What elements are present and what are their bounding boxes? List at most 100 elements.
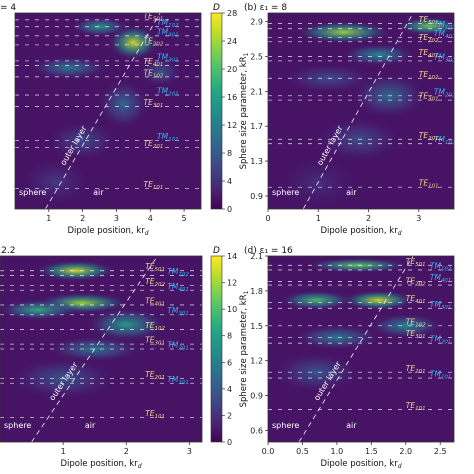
y-tick-label: 0.9 bbox=[250, 392, 263, 401]
heatmap-background bbox=[268, 256, 454, 442]
mode-label-tm101: TM101 bbox=[167, 375, 189, 386]
x-axis-label: Dipole position, krd bbox=[320, 459, 401, 470]
mode-label-te501: TE501 bbox=[406, 257, 426, 268]
heatmap-hotspot bbox=[138, 57, 183, 88]
colorbar-tick-label: 10 bbox=[227, 305, 237, 314]
mode-label-tm201: TM201 bbox=[434, 87, 456, 98]
x-tick-label: 2 bbox=[80, 214, 85, 223]
colorbar-tick-label: 8 bbox=[227, 149, 232, 158]
mode-label-te401: TE401 bbox=[144, 57, 164, 68]
mode-label-tm401: TM401 bbox=[434, 29, 456, 40]
colorbar-tick-label: 28 bbox=[227, 9, 237, 18]
x-tick-label: 1.0 bbox=[331, 447, 344, 456]
mode-label-te201: TE201 bbox=[145, 370, 165, 381]
heatmap-hotspot bbox=[45, 120, 120, 161]
y-tick-label: 1.7 bbox=[250, 122, 263, 131]
x-tick-label: 2 bbox=[366, 214, 371, 223]
mode-label-te301: TE301 bbox=[145, 336, 165, 347]
x-tick-label: 0.0 bbox=[262, 447, 275, 456]
colorbar-gradient bbox=[210, 12, 223, 210]
colorbar-tick-label: 6 bbox=[227, 358, 232, 367]
sphere-label: sphere bbox=[19, 188, 46, 197]
mode-label-te101: TE101 bbox=[406, 401, 426, 412]
mode-label-te201: TE201 bbox=[406, 364, 426, 375]
colorbar-gradient bbox=[210, 255, 223, 443]
x-tick-label: 0.5 bbox=[296, 447, 309, 456]
panel-title: (d) ε₁ = 16 bbox=[244, 246, 293, 256]
colorbar-tick-label: 12 bbox=[227, 121, 237, 130]
panel-title: = 12.2 bbox=[0, 246, 15, 256]
outer-layer-line bbox=[298, 256, 414, 442]
y-tick-label: 2.1 bbox=[250, 252, 263, 261]
colorbar-tick-label: 0 bbox=[227, 205, 232, 214]
colorbar-tick-label: 16 bbox=[227, 93, 237, 102]
y-tick-label: 1.3 bbox=[250, 157, 263, 166]
plot-area: TE101TE201TM101TE301TM201TE102TE401TM301… bbox=[15, 11, 201, 209]
colorbar-tick-label: 14 bbox=[227, 252, 237, 261]
heatmap-hotspot bbox=[278, 289, 355, 311]
mode-label-te102: TE102 bbox=[406, 317, 426, 328]
mode-label-tm201: TM201 bbox=[430, 335, 452, 346]
y-axis-label: Sphere size parameter, kR1 bbox=[239, 52, 250, 169]
mode-label-te102: TE102 bbox=[419, 70, 439, 81]
colorbar-tick-label: 8 bbox=[227, 332, 232, 341]
axes-frame bbox=[267, 12, 455, 210]
mode-label-tm301: TM301 bbox=[430, 300, 452, 311]
colorbar-tick-label: 24 bbox=[227, 37, 237, 46]
heatmap-hotspot bbox=[0, 299, 80, 321]
mode-label-tm401: TM401 bbox=[167, 282, 189, 293]
mode-label-te301: TE301 bbox=[419, 92, 439, 103]
air-label: air bbox=[93, 188, 104, 197]
mode-label-tm301: TM301 bbox=[157, 52, 179, 63]
heatmap-hotspot bbox=[69, 16, 130, 37]
mode-label-tm101: TM101 bbox=[157, 132, 179, 143]
sphere-label: sphere bbox=[4, 421, 31, 430]
x-tick-label: 1.5 bbox=[365, 447, 378, 456]
mode-label-tm401: TM401 bbox=[157, 27, 179, 38]
heatmap-hotspot bbox=[340, 289, 417, 311]
mode-label-tm102: TM102 bbox=[430, 261, 452, 272]
mode-label-tm201: TM201 bbox=[157, 87, 179, 98]
heatmap-hotspot bbox=[84, 307, 168, 342]
x-tick-label: 3 bbox=[114, 214, 119, 223]
axes-frame bbox=[0, 255, 203, 443]
y-tick-label: 1.8 bbox=[250, 287, 263, 296]
heatmap-hotspot bbox=[339, 43, 418, 67]
x-tick-label: 2 bbox=[124, 447, 129, 456]
mode-label-tm401: TM401 bbox=[430, 273, 452, 284]
mode-label-tm102: TM102 bbox=[434, 20, 456, 31]
y-tick-label: 1.5 bbox=[250, 322, 263, 331]
y-tick-label: 0.9 bbox=[250, 192, 263, 201]
panel-4: TE101 TE201 TM101 TE301 TM201 TE102 TE401 TM301… bbox=[239, 246, 455, 470]
mode-label-te501: TE501 bbox=[145, 262, 165, 273]
x-tick-label: 1 bbox=[316, 214, 321, 223]
sphere-label: sphere bbox=[272, 188, 299, 197]
heatmap-hotspot bbox=[291, 324, 383, 351]
colorbar-tick-label: 4 bbox=[227, 177, 232, 186]
x-tick-label: 0 bbox=[265, 214, 270, 223]
mode-label-te102: TE102 bbox=[144, 68, 164, 79]
x-tick-label: 5 bbox=[182, 214, 187, 223]
mode-label-te501: TE501 bbox=[144, 11, 164, 22]
mode-label-te301: TE301 bbox=[144, 98, 164, 109]
y-tick-label: 2.1 bbox=[250, 87, 263, 96]
x-axis-label: Dipole position, krd bbox=[67, 226, 148, 237]
outer-layer-line bbox=[31, 256, 158, 442]
air-label: air bbox=[346, 188, 357, 197]
mode-label-te201: TE201 bbox=[144, 139, 164, 150]
y-tick-label: 2.9 bbox=[250, 18, 263, 27]
x-tick-label: 1 bbox=[46, 214, 51, 223]
y-tick-label: 1.2 bbox=[250, 357, 263, 366]
mode-label-te501: TE501 bbox=[419, 15, 439, 26]
heatmap-hotspot bbox=[304, 257, 411, 273]
mode-label-te102: TE102 bbox=[145, 321, 165, 332]
mode-label-te201: TE201 bbox=[419, 131, 439, 142]
mode-label-te301: TE301 bbox=[406, 329, 426, 340]
x-tick-label: 2.5 bbox=[434, 447, 447, 456]
